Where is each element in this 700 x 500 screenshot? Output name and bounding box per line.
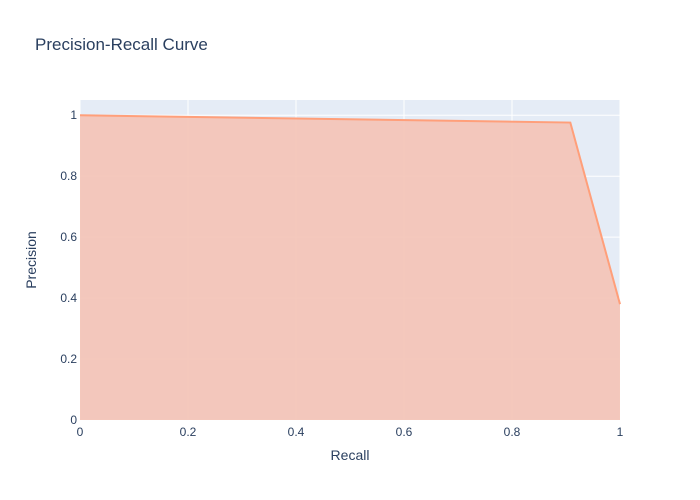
x-axis-ticks: 0 0.2 0.4 0.6 0.8 1 (77, 425, 624, 439)
y-tick-label: 0.2 (60, 352, 77, 366)
x-axis-title: Recall (331, 447, 370, 463)
y-axis-title: Precision (23, 231, 39, 289)
y-tick-label: 1 (70, 108, 77, 122)
series-line (79, 114, 621, 305)
y-axis-ticks: 0 0.2 0.4 0.6 0.8 1 (60, 108, 77, 427)
chart-title: Precision-Recall Curve (35, 35, 208, 54)
x-tick-label: 0.6 (396, 425, 413, 439)
x-tick-label: 0 (77, 425, 84, 439)
y-tick-label: 0 (70, 413, 77, 427)
x-tick-label: 0.2 (180, 425, 197, 439)
y-tick-label: 0.8 (60, 169, 77, 183)
x-tick-label: 1 (617, 425, 624, 439)
series-layer (79, 114, 621, 420)
x-tick-label: 0.8 (504, 425, 521, 439)
x-tick-label: 0.4 (288, 425, 305, 439)
y-tick-label: 0.4 (60, 291, 77, 305)
series-area-fill (80, 115, 620, 420)
y-tick-label: 0.6 (60, 230, 77, 244)
